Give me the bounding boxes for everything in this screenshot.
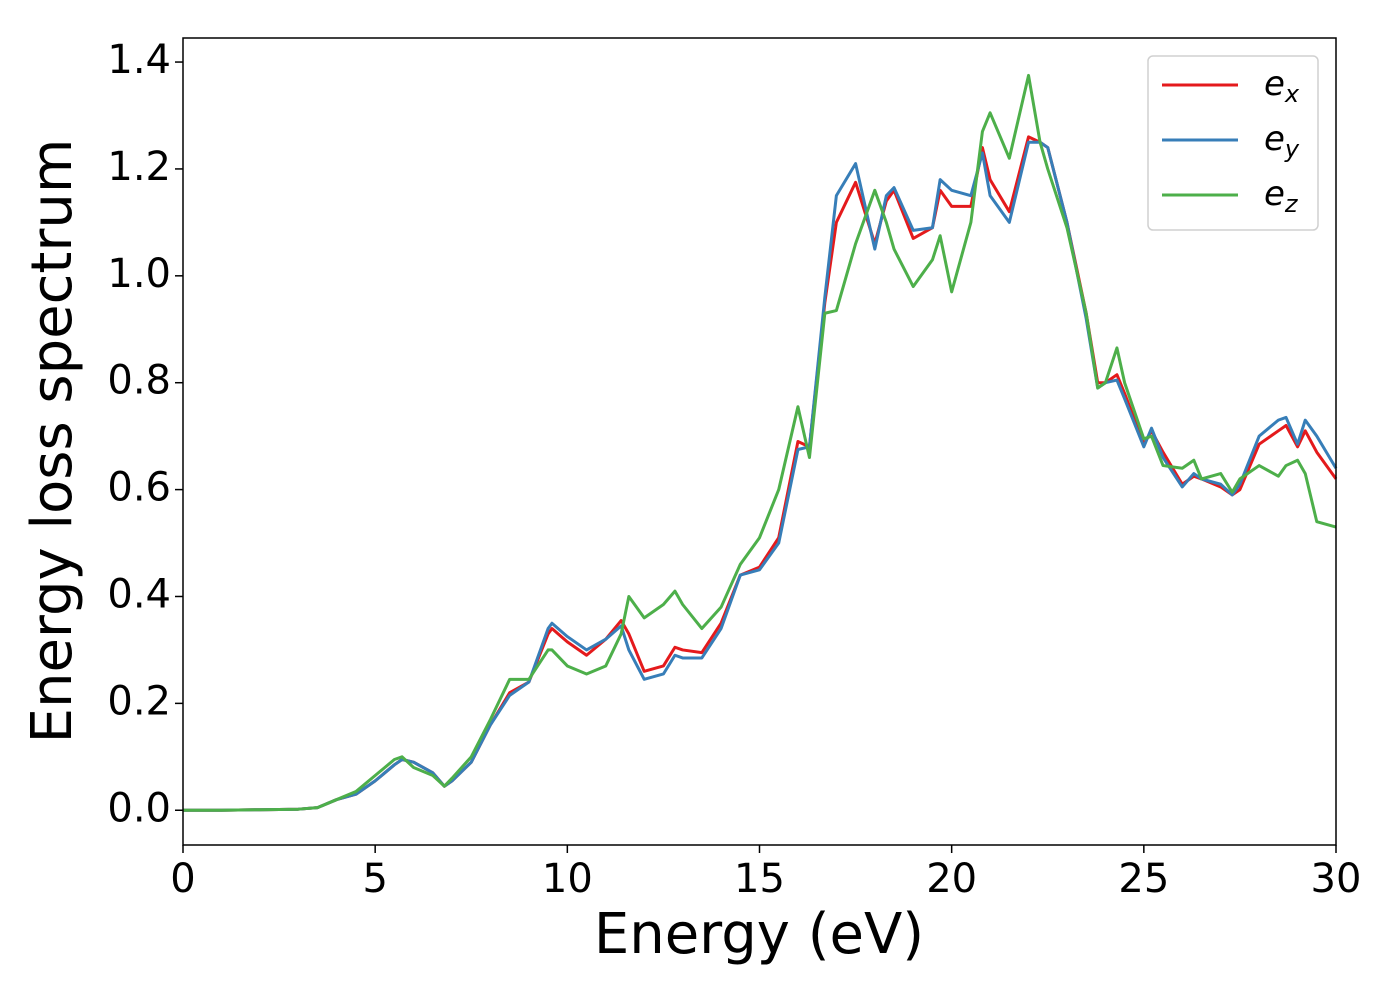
x-tick-label: 20	[926, 856, 977, 902]
y-tick-label: 1.0	[107, 251, 171, 297]
x-tick-label: 0	[170, 856, 195, 902]
series-line	[183, 73, 1337, 812]
y-axis-label: Energy loss spectrum	[20, 139, 85, 744]
legend-label: ex	[1264, 64, 1300, 109]
legend-label: ez	[1264, 174, 1299, 219]
y-tick-label: 0.4	[107, 571, 171, 617]
x-axis-label: Energy (eV)	[594, 902, 924, 967]
y-tick-label: 1.2	[107, 144, 171, 190]
y-tick-label: 0.2	[107, 678, 171, 724]
x-tick-label: 10	[542, 856, 593, 902]
y-tick-label: 0.0	[107, 785, 171, 831]
plot-frame	[182, 37, 1337, 846]
legend-box	[1147, 55, 1319, 231]
x-tick-label: 5	[362, 856, 387, 902]
x-tick-label: 15	[734, 856, 785, 902]
x-tick-label: 30	[1311, 856, 1362, 902]
legend-label: ey	[1264, 119, 1300, 164]
y-tick-label: 0.8	[107, 358, 171, 404]
y-tick-label: 0.6	[107, 465, 171, 511]
y-tick-label: 1.4	[107, 37, 171, 83]
x-tick-label: 25	[1118, 856, 1169, 902]
